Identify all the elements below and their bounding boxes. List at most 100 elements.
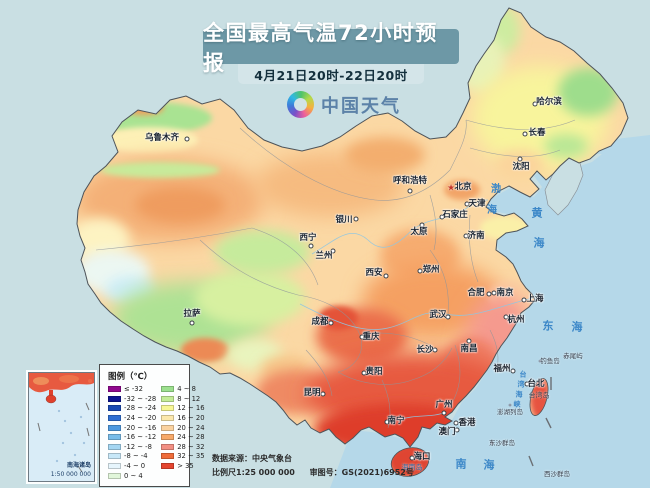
legend-swatch — [161, 443, 175, 450]
legend-row: > 35 — [161, 462, 204, 470]
city-marker — [419, 222, 425, 228]
inset-scale: 1:50 000 000 — [50, 471, 91, 478]
sea-label: 海 — [487, 205, 497, 216]
legend-label: -28 ~ -24 — [124, 404, 157, 413]
legend-swatch — [108, 434, 121, 441]
legend-swatch — [161, 405, 175, 412]
map-title-banner: 全国最高气温72小时预报 — [203, 21, 459, 75]
approval-number: 审图号：GS(2021)6952号 — [309, 468, 414, 477]
city-label: 南京 — [496, 287, 514, 298]
legend-swatch — [108, 395, 121, 402]
legend-label: -32 ~ -28 — [124, 394, 157, 403]
temperature-legend: 图例（℃） ≤ -32 -32 ~ -28 -28 ~ -24 -24 ~ -20 -2… — [99, 364, 205, 487]
legend-label: 4 ~ 8 — [177, 385, 196, 394]
legend-swatch — [161, 415, 175, 422]
city-label: 贵阳 — [365, 366, 383, 377]
legend-label: ≤ -32 — [124, 385, 143, 394]
city-label: 广州 — [435, 399, 453, 410]
legend-label: 12 ~ 16 — [177, 404, 205, 413]
city-marker — [510, 368, 516, 374]
legend-label: 0 ~ 4 — [124, 471, 143, 480]
legend-row: 24 ~ 28 — [161, 433, 205, 441]
city-label: 合肥 — [467, 287, 485, 298]
city-label: 沈阳 — [512, 161, 530, 172]
legend-swatch — [108, 463, 121, 470]
island-label: 赤尾屿 — [563, 351, 583, 360]
sea-label: 海 — [483, 458, 495, 472]
legend-row: ≤ -32 — [108, 385, 156, 394]
legend-label: -24 ~ -20 — [124, 414, 157, 423]
city-marker — [353, 216, 359, 222]
sea-label: 峡 — [513, 400, 521, 409]
legend-row: 32 ~ 35 — [161, 452, 205, 461]
legend-swatch — [161, 453, 175, 460]
city-marker — [320, 391, 326, 397]
city-label: 郑州 — [422, 264, 440, 275]
national-border — [76, 7, 629, 477]
city-marker — [522, 131, 528, 137]
legend-swatch — [161, 386, 175, 393]
city-label: 台北 — [527, 378, 545, 389]
legend-label: -12 ~ -8 — [124, 442, 152, 451]
brand-logo: 中国天气 — [287, 91, 401, 118]
legend-label: -16 ~ -12 — [124, 433, 157, 442]
legend-swatch — [108, 443, 121, 450]
data-source: 数据来源：中央气象台 — [212, 454, 292, 463]
map-scale: 比例尺1:25 000 000 — [212, 468, 295, 477]
sea-label: 黄 — [531, 206, 543, 220]
city-label: 成都 — [311, 316, 329, 327]
city-marker — [359, 334, 365, 340]
legend-label: 8 ~ 12 — [177, 394, 201, 403]
legend-row: 20 ~ 24 — [161, 423, 205, 432]
city-label: 乌鲁木齐 — [144, 132, 180, 143]
city-marker — [383, 273, 389, 279]
sea-label: 东 — [542, 319, 554, 333]
legend-swatch — [108, 386, 121, 393]
city-label: 西安 — [365, 267, 383, 278]
boundary-dashes — [528, 377, 552, 467]
capital-label: 北京 — [454, 181, 472, 192]
map-subtitle: 4月21日20时-22日20时 — [254, 67, 408, 83]
city-marker — [521, 297, 527, 303]
city-marker — [432, 347, 438, 353]
legend-row: -32 ~ -28 — [108, 394, 157, 403]
legend-label: 32 ~ 35 — [177, 452, 205, 461]
island-label: 西沙群岛 — [544, 469, 570, 478]
city-label: 澳门 — [438, 426, 456, 437]
sea-label: 渤 — [491, 184, 501, 195]
city-label: 太原 — [410, 226, 428, 237]
island-label: 钓鱼岛 — [540, 356, 560, 365]
city-label: 杭州 — [507, 314, 525, 325]
legend-row: -8 ~ -4 — [108, 452, 156, 460]
city-label: 兰州 — [315, 250, 333, 261]
legend-row: -12 ~ -8 — [108, 442, 156, 451]
city-label: 南宁 — [387, 415, 405, 426]
sea-label: 湾 — [517, 380, 525, 389]
legend-column-left: ≤ -32 -32 ~ -28 -28 ~ -24 -24 ~ -20 -20 ~ -1… — [108, 385, 157, 480]
city-marker — [486, 291, 492, 297]
city-marker — [491, 290, 497, 296]
city-label: 重庆 — [362, 331, 380, 342]
city-marker — [454, 427, 460, 433]
small-islands — [490, 354, 567, 445]
city-label: 拉萨 — [183, 308, 201, 319]
sea-label: 海 — [515, 390, 523, 399]
legend-label: 28 ~ 32 — [177, 442, 205, 451]
map-footer: 数据来源：中央气象台 比例尺1:25 000 000 审图号：GS(2021)6… — [212, 452, 414, 480]
legend-row: 4 ~ 8 — [161, 385, 204, 394]
legend-label: 20 ~ 24 — [177, 423, 205, 432]
legend-row: -16 ~ -12 — [108, 433, 157, 442]
legend-swatch — [108, 415, 121, 422]
city-marker — [330, 248, 336, 254]
city-label: 武汉 — [429, 309, 447, 320]
city-label: 昆明 — [303, 387, 321, 398]
legend-row: 0 ~ 4 — [108, 471, 156, 480]
sea-label: 海 — [533, 236, 545, 250]
legend-swatch — [161, 463, 175, 470]
scale-and-approval: 比例尺1:25 000 000 审图号：GS(2021)6952号 — [212, 466, 414, 480]
island-label: 东沙群岛 — [489, 438, 515, 447]
city-label: 石家庄 — [442, 209, 468, 220]
city-label: 海口 — [413, 451, 431, 462]
city-label: 香港 — [458, 417, 476, 428]
